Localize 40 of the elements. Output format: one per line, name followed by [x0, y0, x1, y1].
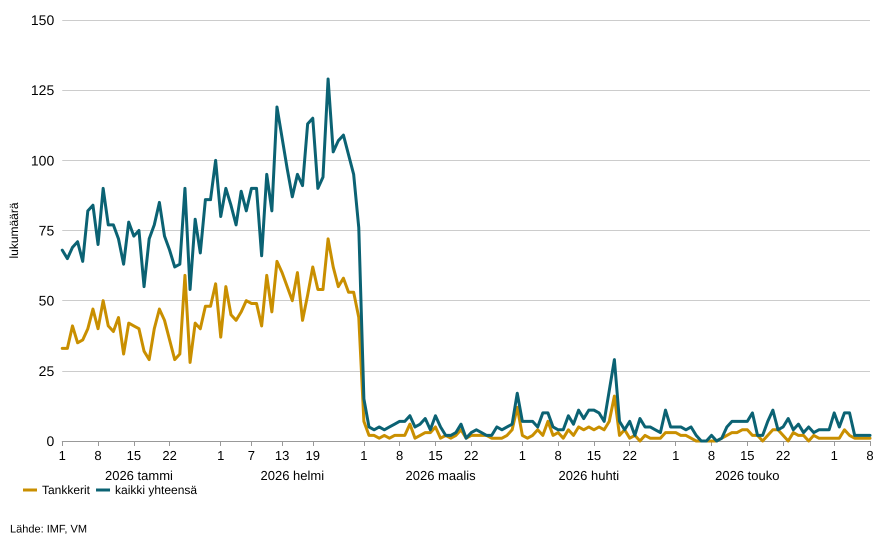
- x-tick-label: 22: [622, 448, 637, 463]
- x-tick-label: 15: [740, 448, 755, 463]
- x-tick-label: 19: [306, 448, 320, 463]
- x2-tick-label: 2026 tammi: [104, 468, 174, 483]
- x2-tick-label: 2026 maalis: [406, 468, 476, 483]
- y-tick-label: 75: [38, 222, 54, 238]
- x-tick-label: 15: [126, 448, 142, 463]
- x-tick-label: 8: [554, 448, 562, 463]
- x2-tick-label: 2026 helmi: [260, 468, 324, 483]
- y-tick-label: 50: [38, 292, 54, 309]
- x-tick-label: 1: [217, 448, 224, 463]
- x-tick-label: 8: [94, 448, 102, 463]
- line-series: [60, 237, 872, 442]
- x-tick-label: 8: [866, 448, 874, 463]
- x-tick-label: 1: [518, 448, 526, 463]
- x-tick-label: 1: [672, 448, 680, 463]
- x-tick-label: 15: [586, 448, 602, 463]
- y-tick-label: 100: [30, 152, 54, 168]
- x2-tick-label: 2026 touko: [715, 468, 780, 483]
- x-tick-label: 13: [274, 448, 290, 463]
- y-tick-label: 0: [46, 433, 54, 449]
- legend-label: Tankkerit: [42, 483, 91, 497]
- x-tick-label: 22: [776, 448, 790, 463]
- x2-tick-label: 2026 huhti: [558, 468, 620, 483]
- x-tick-label: 15: [428, 448, 443, 463]
- y-axis-title: lukumäärä: [7, 202, 21, 259]
- y-tick-label: 125: [30, 82, 54, 98]
- text: Lähde: IMF, VM: [10, 524, 88, 536]
- x-tick-label: 1: [830, 448, 838, 463]
- x-tick-label: 22: [162, 448, 177, 463]
- x-tick-label: 1: [360, 448, 368, 463]
- legend-label: kaikki yhteensä: [115, 483, 198, 497]
- x-tick-label: 7: [248, 448, 256, 463]
- y-tick-label: 150: [30, 12, 54, 28]
- y-tick-label: 25: [38, 362, 54, 379]
- x-tick-label: 8: [396, 448, 404, 463]
- x-tick-label: 1: [58, 448, 66, 463]
- line-series: [60, 77, 872, 442]
- x-tick-label: 8: [708, 448, 716, 463]
- x-tick-label: 22: [464, 448, 478, 463]
